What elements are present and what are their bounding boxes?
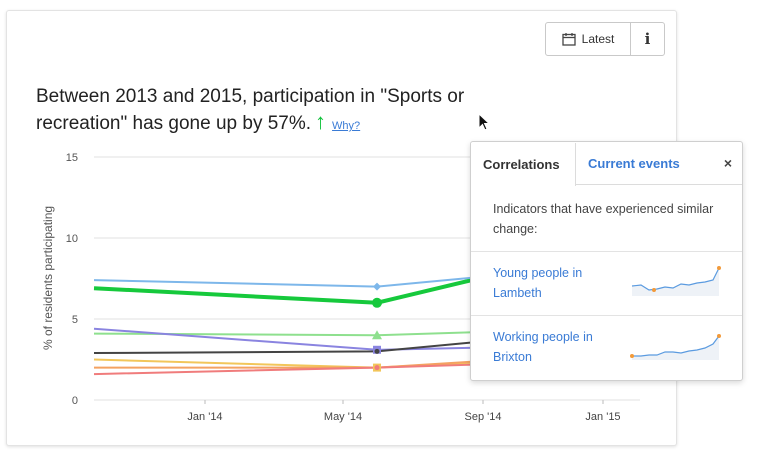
y-axis-label: % of residents participating <box>41 206 55 350</box>
series-line-yellow[interactable] <box>93 358 533 369</box>
latest-label: Latest <box>581 32 615 46</box>
x-tick-label: Sep '14 <box>465 411 502 423</box>
data-point[interactable] <box>374 348 380 354</box>
popover-description: Indicators that have experienced similar… <box>493 202 714 236</box>
correlations-popover: Correlations Current events × Indicators… <box>470 141 743 381</box>
y-tick-label: 5 <box>72 314 78 326</box>
headline-text: Between 2013 and 2015, participation in … <box>36 86 465 134</box>
info-button[interactable]: i <box>631 23 664 55</box>
correlation-item[interactable]: Working people in Brixton <box>471 315 742 379</box>
tab-correlations[interactable]: Correlations <box>471 143 576 186</box>
correlation-item-label[interactable]: Young people in Lambeth <box>493 266 583 300</box>
toolbar: Latest i <box>545 22 665 56</box>
x-tick-label: Jan '14 <box>187 411 222 423</box>
correlation-item-label[interactable]: Working people in Brixton <box>493 330 593 364</box>
sparkline-young-people <box>631 266 721 296</box>
x-tick-label: Jan '15 <box>585 411 620 423</box>
data-point[interactable] <box>373 282 381 291</box>
y-tick-label: 0 <box>72 395 78 407</box>
data-point[interactable] <box>372 297 382 308</box>
close-icon[interactable]: × <box>723 155 733 171</box>
why-link[interactable]: Why? <box>332 120 361 132</box>
info-icon: i <box>644 30 651 48</box>
correlation-item[interactable]: Young people in Lambeth <box>471 251 742 315</box>
sparkline-working-people <box>630 334 721 360</box>
up-arrow-icon: ↑ <box>315 109 327 134</box>
calendar-icon <box>561 33 576 46</box>
latest-button[interactable]: Latest <box>546 23 631 55</box>
data-point[interactable] <box>372 330 382 340</box>
y-tick-label: 10 <box>66 233 78 245</box>
x-tick-label: May '14 <box>324 411 362 423</box>
tab-current-events[interactable]: Current events <box>588 155 680 171</box>
popover-tabs: Correlations Current events × <box>471 142 742 186</box>
y-tick-label: 15 <box>66 152 78 164</box>
headline: Between 2013 and 2015, participation in … <box>36 84 476 139</box>
data-point[interactable] <box>374 365 380 371</box>
mouse-cursor-icon <box>478 113 491 131</box>
